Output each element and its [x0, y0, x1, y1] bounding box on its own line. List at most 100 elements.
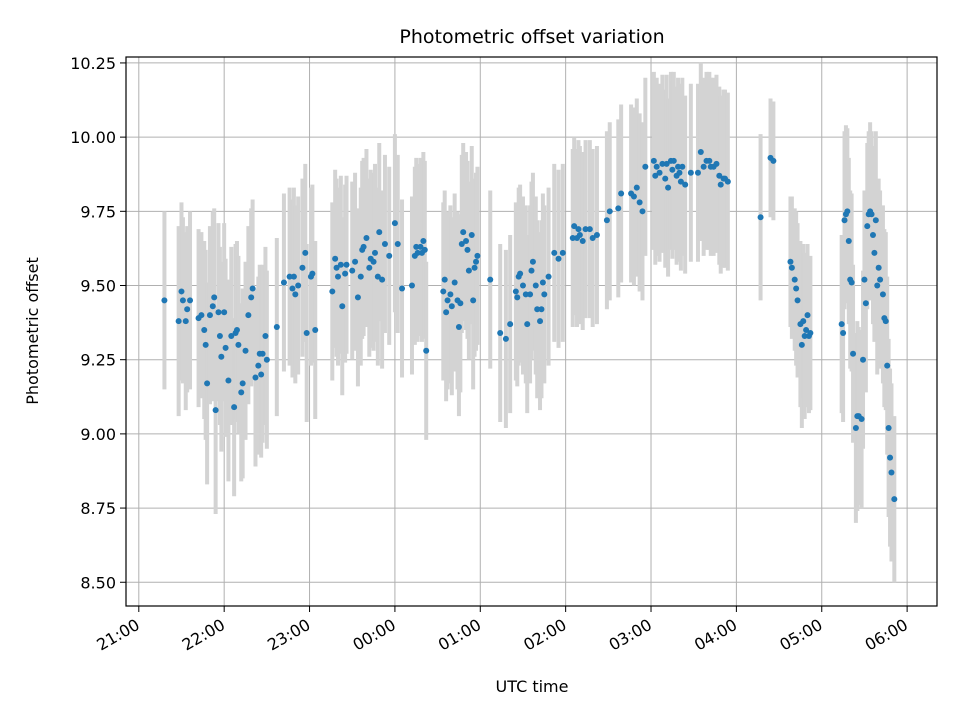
data-point [309, 270, 316, 277]
data-point [448, 303, 455, 310]
y-axis-ticks: 8.50 8.75 9.00 9.25 9.50 9.75 10.00 10.25 [70, 54, 126, 592]
data-point [463, 237, 470, 244]
y-tick-label: 9.00 [80, 425, 116, 444]
data-point [465, 267, 472, 274]
data-point [474, 252, 481, 259]
data-point [694, 169, 701, 176]
data-point [487, 276, 494, 283]
data-point [642, 163, 649, 170]
data-point [869, 232, 876, 239]
data-point [858, 416, 865, 423]
data-point [289, 285, 296, 292]
data-point [529, 258, 536, 265]
data-point [724, 178, 731, 185]
data-point [639, 208, 646, 215]
data-point [231, 404, 238, 411]
data-point [354, 294, 361, 301]
y-tick-label: 10.25 [70, 54, 116, 73]
data-point [571, 223, 578, 230]
data-point [877, 276, 884, 283]
data-point [399, 285, 406, 292]
data-point [451, 279, 458, 286]
data-point [850, 350, 857, 357]
data-point [864, 223, 871, 230]
data-point [408, 282, 415, 289]
data-point [302, 249, 309, 256]
data-point [417, 243, 424, 250]
data-point [258, 371, 265, 378]
y-tick-label: 10.00 [70, 128, 116, 147]
data-point [349, 267, 356, 274]
data-point [363, 235, 370, 242]
data-point [555, 255, 562, 262]
data-point [636, 199, 643, 206]
data-point [517, 270, 524, 277]
data-point [652, 172, 659, 179]
data-point [575, 226, 582, 233]
data-point [884, 362, 891, 369]
data-point [228, 332, 235, 339]
data-point [235, 341, 242, 348]
data-point [665, 184, 672, 191]
data-point [468, 232, 475, 239]
y-tick-label: 9.25 [80, 351, 116, 370]
data-point [204, 380, 211, 387]
data-point [800, 318, 807, 325]
data-point [497, 329, 504, 336]
data-point [888, 469, 895, 476]
data-point [852, 424, 859, 431]
data-point [615, 205, 622, 212]
data-point [539, 279, 546, 286]
data-point [569, 235, 576, 242]
data-point [524, 321, 531, 328]
data-point [209, 303, 216, 310]
data-point [603, 217, 610, 224]
y-tick-label: 9.75 [80, 202, 116, 221]
data-point [202, 341, 209, 348]
data-point [700, 163, 707, 170]
data-point [343, 261, 350, 268]
data-point [537, 318, 544, 325]
data-point [630, 193, 637, 200]
data-point [221, 309, 228, 316]
data-point [860, 356, 867, 363]
data-point [273, 324, 280, 331]
data-point [670, 157, 677, 164]
data-point [179, 297, 186, 304]
data-point [184, 306, 191, 313]
data-point [662, 175, 669, 182]
data-point [444, 297, 451, 304]
data-point [370, 258, 377, 265]
data-point [593, 232, 600, 239]
data-point [374, 273, 381, 280]
data-point [589, 235, 596, 242]
data-point [801, 332, 808, 339]
data-point [215, 309, 222, 316]
data-point [682, 181, 689, 188]
data-point [248, 294, 255, 301]
y-tick-label: 8.50 [80, 573, 116, 592]
data-point [804, 312, 811, 319]
data-point [586, 226, 593, 233]
data-point [653, 163, 660, 170]
data-point [175, 318, 182, 325]
data-point [519, 282, 526, 289]
data-point [245, 312, 252, 319]
data-point [460, 229, 467, 236]
data-point [211, 294, 218, 301]
data-point [706, 157, 713, 164]
data-point [218, 353, 225, 360]
data-point [874, 282, 881, 289]
data-point [329, 288, 336, 295]
data-point [286, 273, 293, 280]
data-point [677, 178, 684, 185]
data-point [457, 300, 464, 307]
data-point [687, 169, 694, 176]
data-point [233, 327, 240, 334]
data-point [458, 240, 465, 247]
data-point [532, 282, 539, 289]
data-point [885, 424, 892, 431]
chart-title: Photometric offset variation [399, 26, 664, 48]
x-axis-label: UTC time [496, 677, 569, 696]
